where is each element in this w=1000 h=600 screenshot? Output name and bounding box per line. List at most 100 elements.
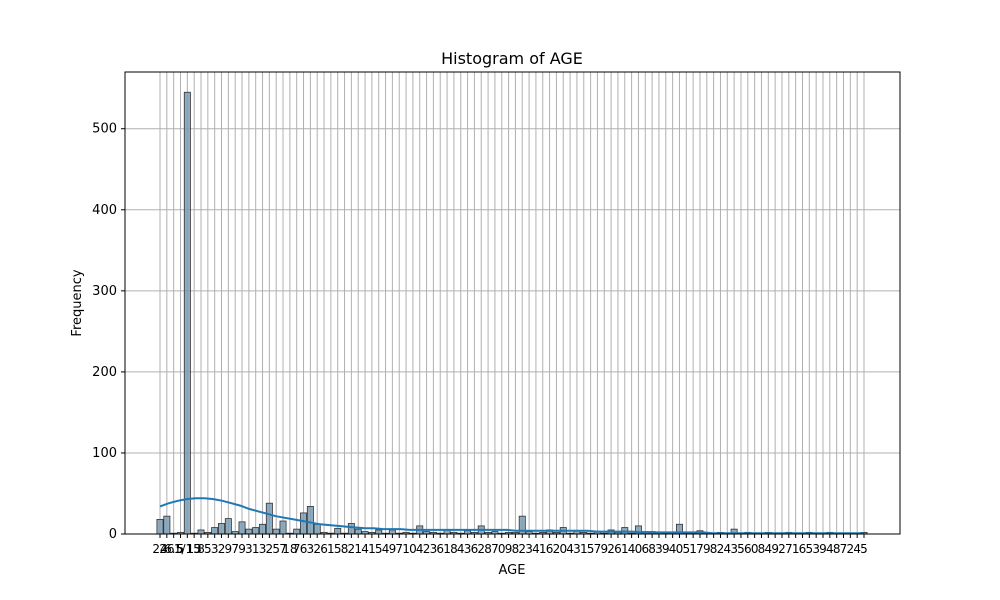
- chart-title: Histogram of AGE: [441, 49, 583, 68]
- x-tick-label: 9: [819, 542, 827, 556]
- x-tick-label: 0: [498, 542, 506, 556]
- y-tick-label: 400: [92, 203, 117, 218]
- plot-area-frame: [124, 71, 901, 535]
- x-tick-label: 6: [546, 542, 554, 556]
- x-tick-label: 24: [152, 542, 167, 556]
- x-tick-label: 5: [806, 542, 814, 556]
- x-tick-label: 7: [696, 542, 704, 556]
- histogram-bar: [245, 528, 253, 535]
- histogram-bar: [259, 523, 267, 535]
- x-tick-label: 0: [409, 542, 417, 556]
- x-tick-label: 2: [218, 542, 226, 556]
- x-tick-label: 2: [778, 542, 786, 556]
- histogram-bar: [183, 91, 191, 535]
- x-tick-label: 3: [573, 542, 581, 556]
- x-tick-label: 8: [484, 542, 492, 556]
- x-tick-label: 8: [710, 542, 718, 556]
- x-tick-label: 4: [853, 542, 861, 556]
- x-tick-label: 2: [847, 542, 855, 556]
- vertical-gridlines: [159, 72, 865, 534]
- x-tick-label: 1: [621, 542, 629, 556]
- x-tick-label: 8: [341, 542, 349, 556]
- x-tick-label: 5: [587, 542, 595, 556]
- x-tick-label: 2: [607, 542, 615, 556]
- x-axis-label: AGE: [499, 563, 526, 578]
- x-tick-label: 9: [238, 542, 246, 556]
- x-tick-label: 6: [300, 542, 308, 556]
- x-tick-label: 7: [491, 542, 499, 556]
- x-tick-label: 7: [293, 542, 301, 556]
- x-tick-label: 5: [334, 542, 342, 556]
- x-tick-label: 5: [682, 542, 690, 556]
- x-tick-label: 8: [648, 542, 656, 556]
- x-tick-label: 4: [361, 542, 369, 556]
- x-tick-label: 8: [512, 542, 520, 556]
- x-tick-label: 1: [354, 542, 362, 556]
- x-tick-label: 4: [723, 542, 731, 556]
- x-tick-label: 1: [443, 542, 451, 556]
- histogram-bar: [334, 527, 342, 535]
- x-tick-label: 9: [225, 542, 233, 556]
- x-tick-label: 1: [792, 542, 800, 556]
- x-tick-label: 1: [539, 542, 547, 556]
- x-tick-label: 9: [703, 542, 711, 556]
- y-tick-label: 200: [92, 365, 117, 380]
- x-tick-label: 6: [471, 542, 479, 556]
- x-tick-label: 0: [559, 542, 567, 556]
- x-tick-label: 3: [430, 542, 438, 556]
- x-tick-label: 7: [395, 542, 403, 556]
- x-tick-label: 2: [266, 542, 274, 556]
- x-tick-label: 1/15: [174, 542, 201, 556]
- histogram-bar: [238, 521, 246, 535]
- x-tick-label: 3: [655, 542, 663, 556]
- x-tick-label: 0: [635, 542, 643, 556]
- x-tick-label: 5: [860, 542, 868, 556]
- histogram-bar: [293, 528, 301, 535]
- x-tick-label: 5: [737, 542, 745, 556]
- x-tick-label: 9: [389, 542, 397, 556]
- x-tick-label: 5: [204, 542, 212, 556]
- x-tick-label: 0: [751, 542, 759, 556]
- x-tick-label: 8: [833, 542, 841, 556]
- kde-curve: [159, 497, 864, 535]
- x-tick-label: 5: [272, 542, 280, 556]
- x-tick-label: 13: [187, 542, 202, 556]
- x-tick-label: 1: [327, 542, 335, 556]
- histogram-bar: [388, 529, 396, 535]
- x-tick-label: 2: [313, 542, 321, 556]
- histogram-bar: [197, 529, 205, 535]
- x-tick-label: 8: [758, 542, 766, 556]
- x-tick-label: 2: [423, 542, 431, 556]
- x-tick-label: 2: [348, 542, 356, 556]
- histogram-bar: [211, 527, 219, 535]
- histogram-bar: [347, 523, 355, 535]
- x-tick-label: 1: [402, 542, 410, 556]
- histogram-bar: [163, 515, 171, 535]
- y-tick-label: 100: [92, 446, 117, 461]
- x-tick-label: 4: [457, 542, 465, 556]
- x-tick-label: 6: [320, 542, 328, 556]
- histogram-bar: [252, 527, 260, 535]
- x-tick-label: 5: [177, 542, 185, 556]
- x-tick-label: 7: [279, 542, 287, 556]
- x-tick-label: 3: [211, 542, 219, 556]
- histogram-bar: [156, 519, 164, 535]
- x-tick-label: 2: [518, 542, 526, 556]
- x-tick-label: 9: [505, 542, 513, 556]
- histogram-bar: [313, 523, 321, 535]
- x-tick-label: 3: [464, 542, 472, 556]
- x-tick-label: 3: [812, 542, 820, 556]
- x-tick-label: 3: [525, 542, 533, 556]
- x-tick-label: 7: [594, 542, 602, 556]
- histogram-bar: [272, 528, 280, 535]
- histogram-bar: [300, 512, 308, 535]
- x-tick-label: 6: [436, 542, 444, 556]
- y-axis-label: Frequency: [70, 269, 85, 336]
- x-tick-label: 4: [416, 542, 424, 556]
- x-tick-label: 1: [689, 542, 697, 556]
- x-tick-label: 4: [382, 542, 390, 556]
- x-tick-label: 6: [614, 542, 622, 556]
- x-tick-label: 4: [826, 542, 834, 556]
- x-tick-label: 8: [197, 542, 205, 556]
